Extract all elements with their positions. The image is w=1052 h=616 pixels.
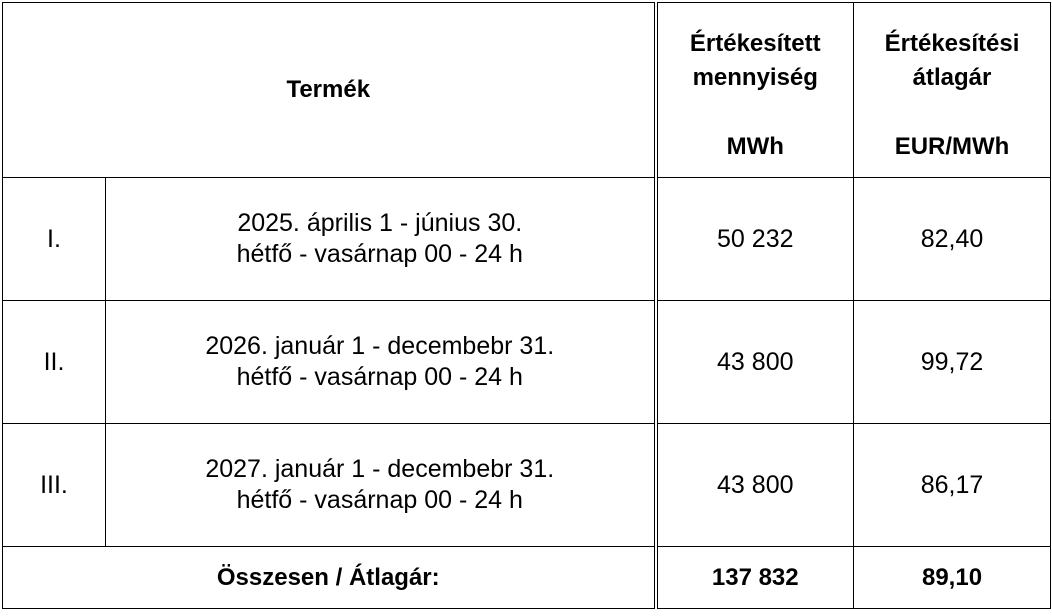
product-line: 2026. január 1 - decembebr 31. [205, 332, 555, 360]
data-row: I. 2025. április 1 - június 30. hétfő - va… [2, 177, 1052, 301]
data-row: III. 2027. január 1 - decembebr 31. hétfő … [2, 423, 1052, 547]
total-row: Összesen / Átlagár: 137 832 89,10 [1, 546, 1052, 609]
row-quantity: 43 800 [653, 300, 855, 424]
product-line: hétfő - vasárnap 00 - 24 h [236, 240, 523, 268]
row-id: III. [2, 423, 106, 547]
row-price: 86,17 [853, 423, 1052, 547]
header-price: Értékesítési átlagár EUR/MWh [853, 2, 1052, 178]
product-line: hétfő - vasárnap 00 - 24 h [236, 363, 523, 391]
row-product: 2025. április 1 - június 30. hétfő - vasá… [104, 177, 657, 301]
row-product: 2026. január 1 - decembebr 31. hétfő - va… [104, 300, 657, 424]
row-id: I. [2, 177, 106, 301]
header-line: mennyiség [692, 64, 818, 91]
product-line: 2027. január 1 - decembebr 31. [205, 455, 555, 483]
header-title: Értékesítési átlagár [854, 3, 1050, 95]
header-title: Értékesített mennyiség [658, 3, 854, 95]
header-quantity: Értékesített mennyiség MWh [653, 2, 855, 178]
header-line: átlagár [912, 64, 992, 91]
data-row: II. 2026. január 1 - decembebr 31. hétfő -… [2, 300, 1052, 424]
total-quantity: 137 832 [653, 546, 855, 609]
row-quantity: 43 800 [653, 423, 855, 547]
row-id: II. [2, 300, 106, 424]
row-quantity: 50 232 [653, 177, 855, 301]
product-line: hétfő - vasárnap 00 - 24 h [236, 486, 523, 514]
row-price: 82,40 [853, 177, 1052, 301]
product-line: 2025. április 1 - június 30. [237, 209, 523, 237]
header-row: Termék Értékesített mennyiség MWh Értéke… [1, 2, 1052, 178]
header-unit: MWh [726, 133, 784, 160]
header-unit: EUR/MWh [894, 133, 1010, 160]
total-price: 89,10 [853, 546, 1052, 609]
header-line: Értékesítési [884, 30, 1020, 57]
total-label: Összesen / Átlagár: [1, 546, 657, 609]
header-line: Értékesített [689, 30, 821, 57]
header-product: Termék [1, 2, 657, 178]
row-product: 2027. január 1 - decembebr 31. hétfő - va… [104, 423, 657, 547]
table-body: I. 2025. április 1 - június 30. hétfő - va… [2, 177, 1052, 547]
row-price: 99,72 [853, 300, 1052, 424]
